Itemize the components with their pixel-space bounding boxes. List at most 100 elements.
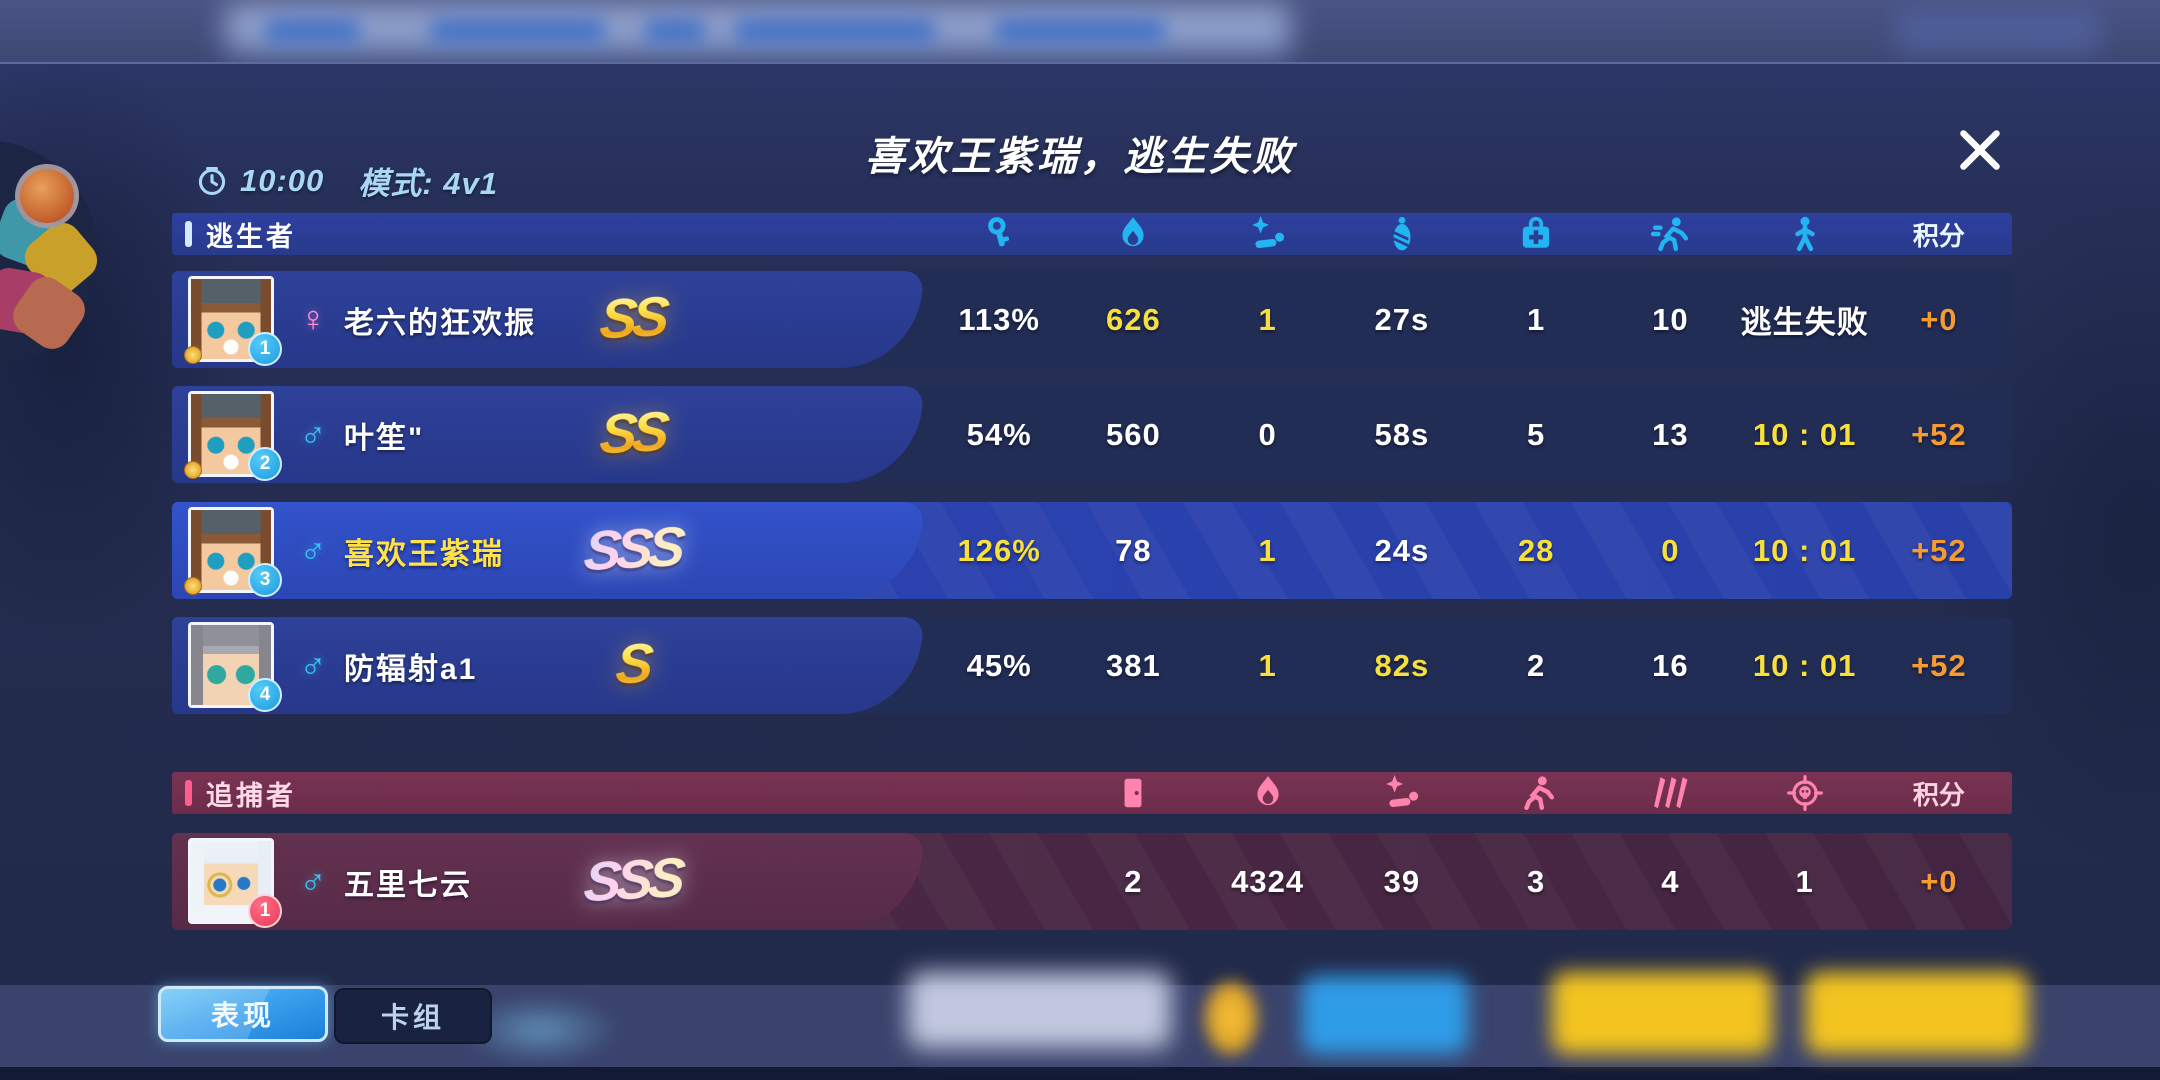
player-name: 叶笙" — [344, 421, 425, 455]
avatar: 3 — [184, 507, 282, 597]
stat-knockdowns: 1 — [1258, 301, 1277, 337]
player-name: 五里七云 — [344, 868, 472, 902]
stat-rescues: 0 — [1661, 532, 1680, 568]
chase-run-icon — [1524, 776, 1555, 810]
stat-knockdowns: 39 — [1383, 863, 1421, 899]
blurred-text — [995, 18, 1165, 44]
stat-rescues: 16 — [1652, 647, 1689, 683]
door-icon — [1124, 778, 1142, 808]
gender-icon: ♂ — [299, 859, 327, 901]
tab-performance-label: 表现 — [210, 1000, 275, 1031]
stat-score: +52 — [1911, 416, 1967, 452]
chaser-section-bar: 追捕者 — [172, 772, 2012, 814]
stat-eliminations: 1 — [1795, 863, 1814, 899]
stat-hits: 4 — [1661, 863, 1680, 899]
match-timer: 10:00 — [240, 162, 325, 198]
stat-heals: 28 — [1517, 532, 1555, 568]
escaper-section-bar: 逃生者 — [172, 213, 2012, 255]
stat-decode: 113% — [958, 301, 1040, 337]
escaper-section-label: 逃生者 — [206, 221, 296, 252]
stat-knockdowns: 1 — [1258, 647, 1277, 683]
escaper-stat-header: 积分 — [932, 213, 2006, 255]
knockdown-icon — [1386, 775, 1419, 808]
player-name: 防辐射a1 — [344, 652, 478, 686]
match-info: 10:00 模式: 4v1 — [196, 158, 498, 203]
rank-number-badge: 4 — [248, 678, 282, 712]
blurred-button-blue[interactable] — [1302, 976, 1468, 1054]
stat-score: +0 — [1920, 301, 1958, 337]
stat-damage: 560 — [1106, 416, 1161, 452]
rank-number-badge: 1 — [248, 894, 282, 928]
blurred-text — [430, 18, 605, 44]
stat-tied-time: 82s — [1374, 647, 1430, 683]
stat-heals: 5 — [1527, 416, 1546, 452]
gender-icon: ♂ — [299, 528, 327, 570]
stat-damage: 4324 — [1231, 863, 1305, 899]
stat-tied-time: 27s — [1374, 301, 1430, 337]
stat-heals: 1 — [1527, 301, 1546, 337]
blurred-top-right-button — [1895, 9, 2100, 53]
chaser-score-label: 积分 — [1912, 779, 1965, 810]
avatar: 1 — [188, 838, 282, 928]
record-dot-icon — [15, 164, 79, 228]
stat-rescues: 10 — [1652, 301, 1689, 337]
blurred-text — [735, 18, 935, 44]
escaper-row: 1 ♀ 老六的狂欢振 SS 113% 626 1 27s 1 10 逃生失败 +… — [172, 271, 2012, 368]
stat-score: +52 — [1911, 532, 1967, 568]
close-icon — [1960, 130, 2000, 170]
stat-heals: 2 — [1527, 647, 1546, 683]
stat-chases: 3 — [1527, 863, 1546, 899]
stat-damage: 381 — [1106, 647, 1161, 683]
stat-values: 2 4324 39 3 4 1 +0 — [932, 833, 2006, 930]
tab-performance[interactable]: 表现 — [158, 986, 328, 1042]
stat-damage: 78 — [1115, 532, 1152, 568]
rank-number-badge: 2 — [248, 447, 282, 481]
escaper-row: 4 ♂ 防辐射a1 S 45% 381 1 82s 2 16 10 : 01 +… — [172, 617, 2012, 714]
rank-number-badge: 3 — [248, 563, 282, 597]
stat-values: 113% 626 1 27s 1 10 逃生失败 +0 — [932, 271, 2006, 368]
player-name: 喜欢王紫瑞 — [344, 537, 504, 571]
avatar: 1 — [184, 276, 282, 366]
gender-icon: ♂ — [299, 412, 327, 454]
stat-knockdowns: 1 — [1258, 532, 1277, 568]
avatar: 2 — [184, 391, 282, 481]
chaser-stat-header: 积分 — [932, 772, 2006, 814]
match-mode: 模式: 4v1 — [358, 166, 498, 201]
stat-score: +0 — [1920, 863, 1958, 899]
skull-target-icon — [1786, 775, 1823, 811]
coin-icon — [1205, 982, 1257, 1054]
claw-icon — [1654, 777, 1688, 809]
stat-escape-result: 10 : 01 — [1752, 532, 1857, 568]
knockdown-icon — [1251, 216, 1284, 249]
stat-tied-time: 24s — [1374, 532, 1430, 568]
blurred-button-light[interactable] — [908, 972, 1171, 1048]
clock-icon — [198, 166, 226, 195]
blurred-button-play-again[interactable] — [1552, 972, 1772, 1054]
medkit-icon — [1522, 216, 1550, 248]
chaser-row: 1 ♂ 五里七云 SSS 2 4324 39 3 4 1 +0 — [172, 833, 2012, 930]
stat-decode: 54% — [966, 416, 1032, 452]
stat-tied-time: 58s — [1374, 416, 1430, 452]
stat-values: 126% 78 1 24s 28 0 10 : 01 +52 — [932, 502, 2006, 599]
stat-values: 45% 381 1 82s 2 16 10 : 01 +52 — [932, 617, 2006, 714]
stat-escape-result: 10 : 01 — [1752, 647, 1857, 683]
escaper-score-label: 积分 — [1912, 220, 1965, 251]
stat-doors: 2 — [1124, 863, 1143, 899]
stat-decode: 45% — [966, 647, 1032, 683]
stat-escape-result: 10 : 01 — [1752, 416, 1857, 452]
player-name: 老六的狂欢振 — [344, 306, 536, 340]
chaser-section-label: 追捕者 — [206, 780, 296, 811]
section-accent — [185, 221, 192, 247]
stat-knockdowns: 0 — [1258, 416, 1277, 452]
blurred-top-bar — [0, 0, 2160, 64]
close-button[interactable] — [1954, 124, 2006, 176]
gender-icon: ♀ — [299, 297, 327, 339]
tab-deck[interactable]: 卡组 — [334, 988, 492, 1044]
flame-icon — [1257, 776, 1279, 806]
stat-score: +52 — [1911, 647, 1967, 683]
key-icon — [988, 217, 1010, 247]
gender-icon: ♂ — [299, 643, 327, 685]
stat-damage: 626 — [1106, 301, 1161, 337]
blurred-text — [265, 18, 360, 44]
blurred-button-continue[interactable] — [1806, 972, 2028, 1054]
